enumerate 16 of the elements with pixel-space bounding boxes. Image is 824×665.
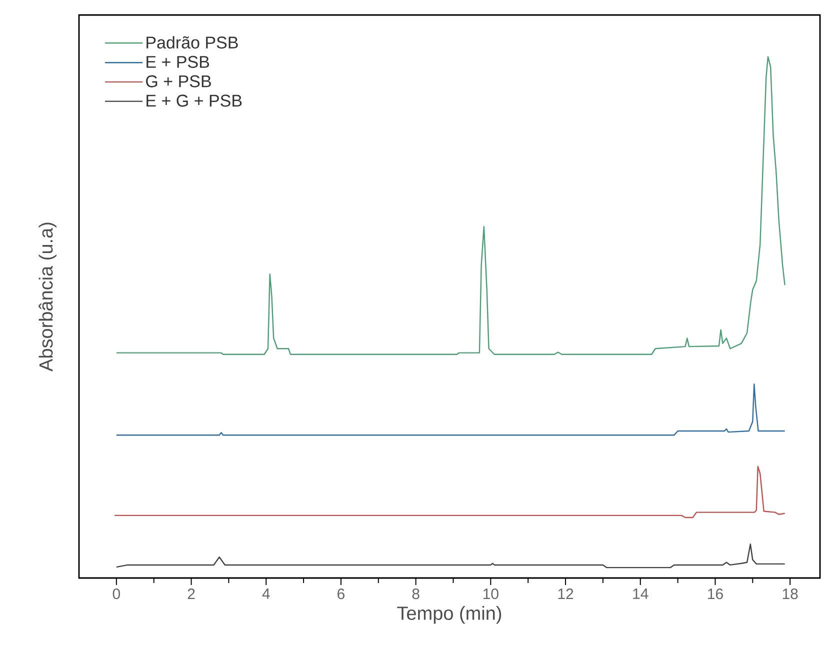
legend-label: E + G + PSB bbox=[146, 94, 242, 107]
legend-label: Padrão PSB bbox=[146, 36, 238, 49]
x-tick-label: 8 bbox=[412, 588, 420, 600]
y-axis-title: Absorbância (u.a) bbox=[38, 222, 56, 372]
x-tick-label: 0 bbox=[112, 588, 120, 600]
x-tick-label: 18 bbox=[782, 588, 798, 600]
legend-label: E + PSB bbox=[146, 56, 210, 68]
x-tick-label: 4 bbox=[262, 588, 270, 599]
x-axis-title: Tempo (min) bbox=[397, 606, 502, 624]
x-tick-label: 2 bbox=[188, 588, 195, 600]
x-tick-label: 14 bbox=[633, 588, 648, 599]
x-tick-label: 6 bbox=[338, 588, 344, 600]
x-tick-label: 16 bbox=[708, 588, 723, 600]
x-tick-label: 12 bbox=[558, 588, 574, 600]
legend-label: G + PSB bbox=[146, 75, 211, 88]
x-tick-label: 10 bbox=[483, 588, 498, 600]
